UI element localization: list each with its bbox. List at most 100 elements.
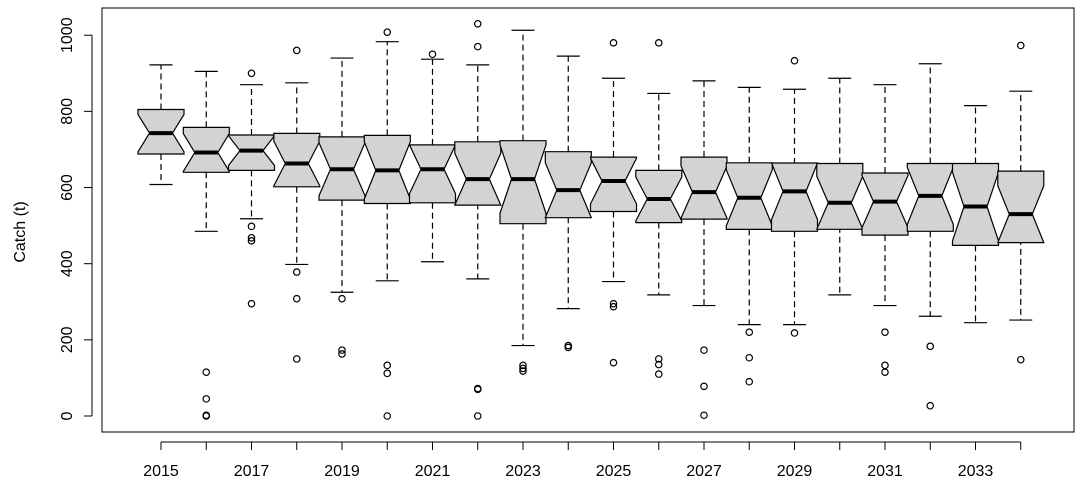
- outlier-point: [881, 368, 889, 377]
- outlier-point: [292, 294, 301, 303]
- box-2031: [861, 84, 909, 377]
- box-2034: [996, 41, 1045, 364]
- box-2024: [544, 55, 593, 352]
- outlier-point: [790, 56, 799, 65]
- box-2025: [589, 39, 638, 367]
- x-tick-label: 2025: [596, 463, 632, 480]
- plot-frame: [101, 7, 1075, 433]
- outlier-point: [700, 382, 708, 391]
- outlier-point: [745, 353, 754, 362]
- box-body: [182, 126, 230, 173]
- x-tick-label: 2021: [415, 463, 451, 480]
- outlier-point: [473, 412, 482, 420]
- box-2030: [815, 77, 864, 296]
- box-body: [635, 169, 683, 224]
- y-tick-label: 0: [59, 411, 76, 420]
- outlier-point: [247, 69, 256, 78]
- box-2016: [182, 70, 230, 420]
- outlier-point: [202, 368, 211, 377]
- outlier-point: [609, 39, 618, 47]
- box-body: [996, 170, 1045, 244]
- box-2019: [318, 57, 366, 358]
- outlier-point: [519, 364, 527, 373]
- outlier-point: [881, 361, 889, 370]
- outlier-point: [247, 299, 256, 308]
- outlier-point: [519, 361, 527, 370]
- box-body: [680, 156, 728, 220]
- x-tick-label: 2019: [324, 463, 360, 480]
- y-tick-label: 400: [59, 250, 76, 277]
- y-axis: 0 200 400 600 800 1000: [59, 17, 93, 420]
- box-body: [861, 172, 909, 236]
- box-2020: [363, 28, 411, 420]
- x-tick-label: 2015: [143, 463, 179, 480]
- outlier-point: [700, 346, 708, 354]
- outlier-point: [745, 377, 754, 386]
- outlier-point: [383, 361, 392, 370]
- outlier-point: [654, 360, 663, 369]
- box-body: [273, 132, 321, 188]
- box-2023: [499, 29, 547, 375]
- box-body: [408, 144, 457, 204]
- box-2018: [273, 46, 321, 363]
- box-body: [227, 134, 276, 171]
- y-tick-label: 200: [59, 326, 76, 353]
- outlier-point: [292, 46, 301, 55]
- outlier-point: [383, 369, 392, 378]
- box-body: [499, 140, 547, 225]
- outlier-point: [654, 355, 663, 363]
- outlier-point: [519, 367, 527, 375]
- outlier-point: [292, 268, 301, 276]
- outlier-point: [473, 42, 482, 51]
- outlier-point: [473, 385, 482, 394]
- box-2028: [725, 86, 773, 386]
- outlier-point: [609, 299, 618, 308]
- x-tick-label: 2033: [958, 463, 994, 480]
- box-2017: [227, 69, 276, 308]
- x-tick-label: 2017: [234, 463, 270, 480]
- box-body: [453, 141, 502, 206]
- outlier-point: [338, 346, 346, 354]
- outlier-point: [790, 329, 799, 337]
- outlier-point: [609, 358, 618, 367]
- outlier-point: [654, 370, 663, 378]
- outlier-point: [1016, 355, 1025, 364]
- boxes-layer: [137, 19, 1045, 420]
- x-axis: 2015 2017 2019 2021 2023 2025 2027 2029 2031 2033: [143, 441, 1022, 480]
- x-tick-label: 2031: [867, 463, 903, 480]
- outlier-point: [247, 237, 256, 245]
- outlier-point: [700, 411, 708, 420]
- outlier-point: [564, 343, 573, 352]
- outlier-point: [609, 302, 618, 311]
- outlier-point: [926, 401, 935, 410]
- box-body: [815, 162, 864, 230]
- box-body: [589, 156, 638, 213]
- box-2032: [906, 63, 954, 410]
- outlier-point: [428, 50, 437, 59]
- outlier-point: [247, 233, 256, 242]
- outlier-point: [202, 412, 211, 420]
- outlier-point: [338, 350, 346, 358]
- x-tick-label: 2029: [777, 463, 813, 480]
- outlier-point: [881, 328, 889, 337]
- box-2033: [951, 105, 1000, 324]
- outlier-point: [292, 355, 301, 363]
- outlier-point: [383, 28, 392, 36]
- outlier-point: [383, 412, 392, 420]
- outlier-point: [202, 395, 211, 403]
- y-tick-label: 800: [59, 98, 76, 125]
- box-2015: [137, 64, 185, 186]
- box-2022: [453, 19, 502, 420]
- outlier-point: [745, 328, 754, 337]
- y-tick-label: 600: [59, 174, 76, 201]
- outlier-point: [473, 19, 482, 28]
- box-body: [544, 151, 593, 219]
- y-tick-label: 1000: [59, 17, 76, 53]
- outlier-point: [338, 294, 346, 303]
- x-tick-label: 2027: [686, 463, 722, 480]
- outlier-point: [654, 39, 663, 47]
- box-2026: [635, 39, 683, 378]
- box-2029: [770, 56, 819, 337]
- x-tick-label: 2023: [505, 463, 541, 480]
